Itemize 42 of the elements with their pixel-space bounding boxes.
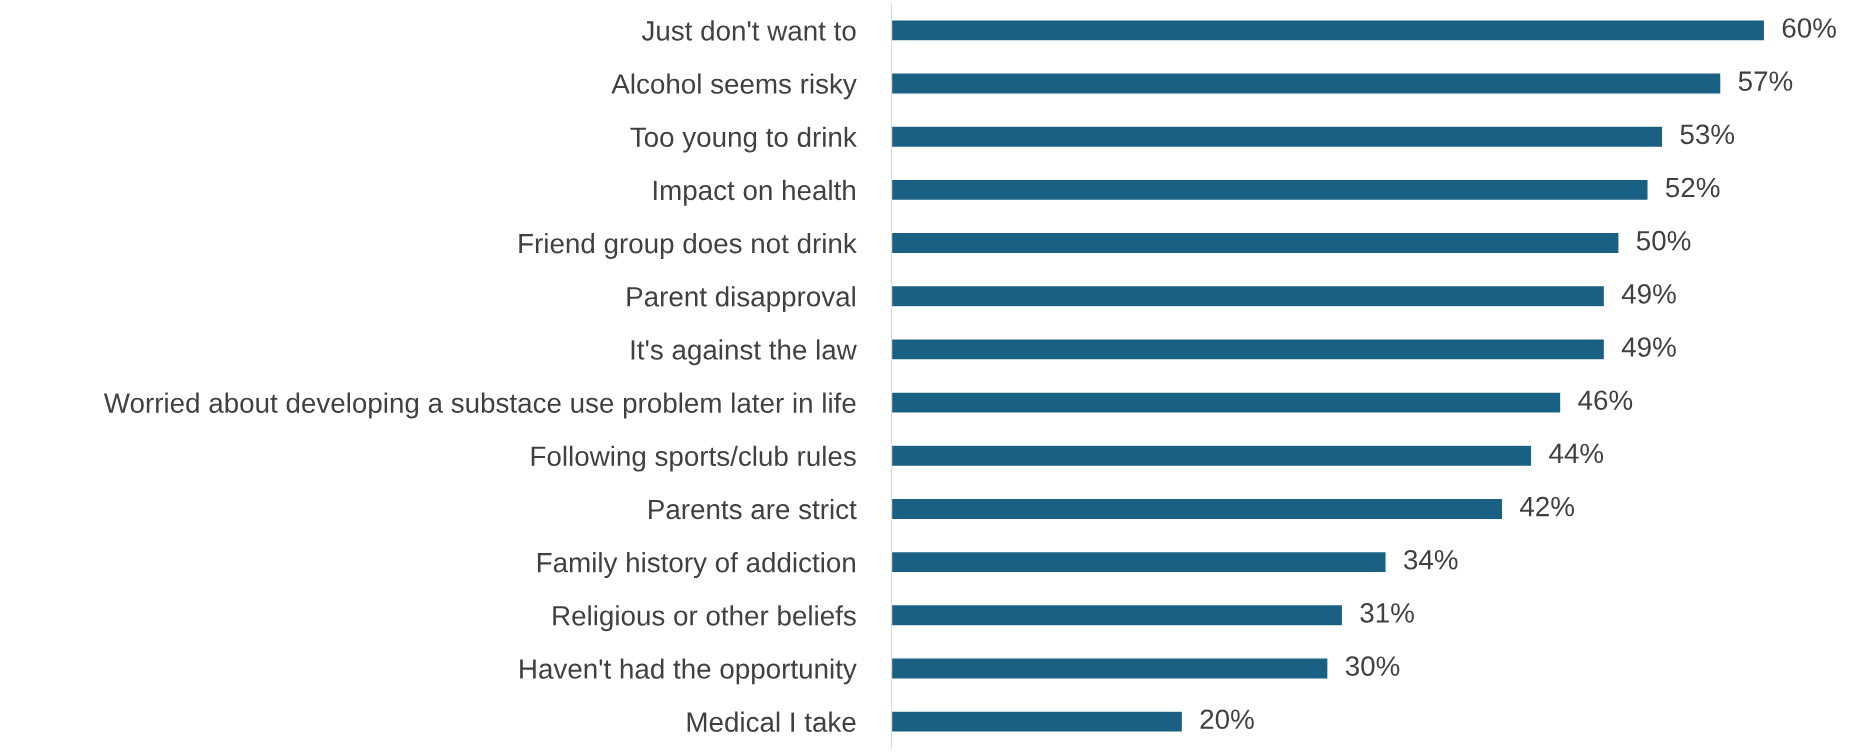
y-tick-label: Worried about developing a substace use problem later in life: [103, 392, 856, 419]
bar: [891, 603, 1344, 627]
y-tick-label: Too young to drink: [630, 126, 857, 153]
data-label: 34%: [1403, 549, 1458, 570]
data-label: 31%: [1360, 603, 1414, 623]
data-label: 53%: [1680, 124, 1735, 145]
bar: [891, 657, 1329, 680]
y-tick-label: Parent disapproval: [627, 286, 855, 313]
bar: [891, 284, 1606, 308]
data-label: 57%: [1738, 71, 1793, 91]
bar: [891, 550, 1387, 574]
y-tick-label: Following sports/club rules: [531, 445, 856, 472]
bar: [891, 19, 1766, 42]
y-tick-label: Religious or other beliefs: [553, 605, 856, 632]
bar: [891, 444, 1533, 468]
y-tick-label: Alcohol seems risky: [611, 73, 857, 100]
data-label: 52%: [1665, 177, 1720, 198]
data-label: 46%: [1578, 390, 1633, 411]
data-label: 49%: [1621, 337, 1676, 357]
y-tick-label: Medical I take: [687, 711, 856, 732]
data-label: 50%: [1636, 230, 1691, 251]
bar: [891, 125, 1664, 149]
y-tick-label: Haven't had the opportunity: [520, 658, 857, 685]
bar: [891, 338, 1606, 361]
y-tick-label: Friend group does not drink: [519, 232, 857, 259]
y-tick-label: It's against the law: [631, 339, 857, 366]
bar: [891, 391, 1562, 414]
bar: [891, 178, 1649, 202]
y-tick-label: Family history of addiction: [537, 552, 855, 578]
y-tick-label: Parents are strict: [649, 498, 857, 520]
data-label: 44%: [1549, 443, 1604, 464]
y-tick-label: Impact on health: [653, 179, 855, 206]
bar: [891, 231, 1620, 255]
y-tick-label: Just don't want to: [641, 20, 856, 41]
data-label: 60%: [1782, 18, 1836, 38]
data-label: 42%: [1519, 496, 1574, 517]
data-label: 49%: [1621, 284, 1676, 304]
data-label: 30%: [1345, 656, 1400, 676]
data-label: 20%: [1200, 709, 1254, 730]
bar: [891, 72, 1722, 95]
bar: [891, 710, 1184, 733]
bar: [891, 497, 1504, 521]
